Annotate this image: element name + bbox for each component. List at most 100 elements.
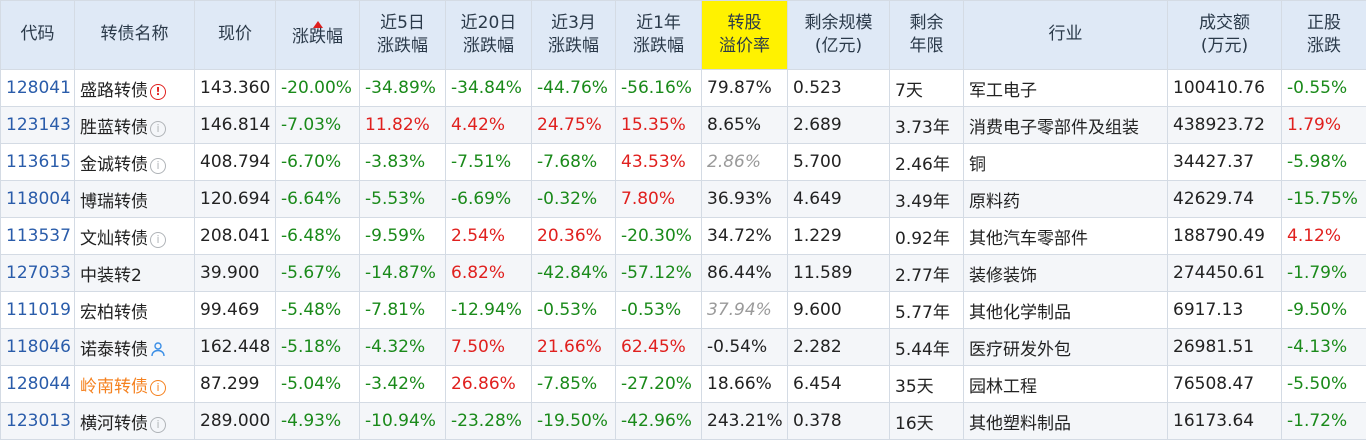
remaining-years-cell: 2.77年 <box>889 254 964 292</box>
bond-name-link-text[interactable]: 宏柏转债 <box>80 302 148 323</box>
info-icon[interactable]: i <box>150 120 166 137</box>
bond-code-link[interactable]: 113537 <box>0 217 75 255</box>
table-row[interactable]: 123013 横河转债 i 289.000 -4.93% -10.94% -23.28% -1… <box>0 402 1366 440</box>
bond-name-link[interactable]: 胜蓝转债 i <box>74 106 195 144</box>
volume-cell: 100410.76 <box>1167 69 1282 107</box>
change-5d-cell: -14.87% <box>359 254 446 292</box>
bond-name-link-text[interactable]: 胜蓝转债 <box>80 117 148 138</box>
bond-name-link[interactable]: 宏柏转债 <box>74 291 195 329</box>
column-header-label: 涨跌幅 <box>292 21 343 49</box>
table-row[interactable]: 118046 诺泰转债 162.448 -5.18% -4.32% 7.50% 21.66%… <box>0 328 1366 366</box>
column-header-years[interactable]: 剩余 年限 <box>889 0 964 70</box>
bond-code-link-text[interactable]: 127033 <box>6 263 71 283</box>
change-20d-cell: -12.94% <box>445 291 532 329</box>
column-header-industry[interactable]: 行业 <box>963 0 1168 70</box>
change-5d-cell-text: -3.83% <box>365 152 426 172</box>
bond-code-link[interactable]: 127033 <box>0 254 75 292</box>
bond-name-link[interactable]: 横河转债 i <box>74 402 195 440</box>
price-cell: 408.794 <box>194 143 276 181</box>
bond-code-link-text[interactable]: 118004 <box>6 189 71 209</box>
table-row[interactable]: 128044 岭南转债 i 87.299 -5.04% -3.42% 26.86% -7.85… <box>0 365 1366 403</box>
remaining-years-cell-text: 16天 <box>895 413 934 434</box>
remaining-scale-cell-text: 0.378 <box>793 411 842 431</box>
column-header-name[interactable]: 转债名称 <box>74 0 195 70</box>
remaining-scale-cell: 6.454 <box>787 365 890 403</box>
bond-name-link-text[interactable]: 博瑞转债 <box>80 191 148 212</box>
change-3m-cell: -44.76% <box>531 69 616 107</box>
change-5d-cell-text: -34.89% <box>365 78 436 98</box>
bond-code-link[interactable]: 123013 <box>0 402 75 440</box>
table-row[interactable]: 111019 宏柏转债 99.469 -5.48% -7.81% -12.94% -0.53… <box>0 291 1366 329</box>
column-header-chg3m[interactable]: 近3月 涨跌幅 <box>531 0 616 70</box>
table-row[interactable]: 127033 中装转2 39.900 -5.67% -14.87% 6.82% -42.84… <box>0 254 1366 292</box>
change-5d-cell-text: -9.59% <box>365 226 426 246</box>
change-1y-cell: -0.53% <box>615 291 702 329</box>
warning-icon[interactable]: ! <box>150 83 166 100</box>
bond-code-link-text[interactable]: 128044 <box>6 374 71 394</box>
bond-name-link-text[interactable]: 中装转2 <box>80 265 142 286</box>
change-1y-cell: 62.45% <box>615 328 702 366</box>
premium-rate-cell-text: 36.93% <box>707 189 772 209</box>
column-header-chg[interactable]: 涨跌幅 <box>275 0 360 70</box>
column-header-stock_chg[interactable]: 正股 涨跌 <box>1281 0 1366 70</box>
column-header-volume[interactable]: 成交额 (万元) <box>1167 0 1282 70</box>
bond-name-link[interactable]: 文灿转债 i <box>74 217 195 255</box>
bond-code-link[interactable]: 118046 <box>0 328 75 366</box>
bond-code-link-text[interactable]: 123013 <box>6 411 71 431</box>
premium-rate-cell: 86.44% <box>701 254 788 292</box>
table-row[interactable]: 128041 盛路转债! 143.360 -20.00% -34.89% -34.84% -… <box>0 69 1366 107</box>
premium-rate-cell: 34.72% <box>701 217 788 255</box>
column-header-price[interactable]: 现价 <box>194 0 276 70</box>
column-header-premium[interactable]: 转股 溢价率 <box>701 0 788 70</box>
remaining-scale-cell: 0.378 <box>787 402 890 440</box>
bond-name-link[interactable]: 岭南转债 i <box>74 365 195 403</box>
column-header-chg1y[interactable]: 近1年 涨跌幅 <box>615 0 702 70</box>
bond-name-link-text[interactable]: 文灿转债 <box>80 228 148 249</box>
table-row[interactable]: 113615 金诚转债 i 408.794 -6.70% -3.83% -7.51% -7.6… <box>0 143 1366 181</box>
bond-code-link[interactable]: 113615 <box>0 143 75 181</box>
industry-cell-text: 消费电子零部件及组装 <box>969 117 1139 138</box>
remaining-scale-cell-text: 1.229 <box>793 226 842 246</box>
bond-code-link-text[interactable]: 123143 <box>6 115 71 135</box>
bond-name-link[interactable]: 中装转2 <box>74 254 195 292</box>
change-5d-cell: -7.81% <box>359 291 446 329</box>
table-row[interactable]: 118004 博瑞转债 120.694 -6.64% -5.53% -6.69% -0.32… <box>0 180 1366 218</box>
table-row[interactable]: 113537 文灿转债 i 208.041 -6.48% -9.59% 2.54% 20.36… <box>0 217 1366 255</box>
info-icon[interactable]: i <box>150 157 166 174</box>
bond-code-link[interactable]: 118004 <box>0 180 75 218</box>
bond-name-link-text[interactable]: 岭南转债 <box>80 376 148 397</box>
change-20d-cell-text: -12.94% <box>451 300 522 320</box>
volume-cell: 76508.47 <box>1167 365 1282 403</box>
column-header-scale[interactable]: 剩余规模 (亿元) <box>787 0 890 70</box>
bond-name-link-text[interactable]: 金诚转债 <box>80 154 148 175</box>
bond-code-link[interactable]: 123143 <box>0 106 75 144</box>
bond-name-link[interactable]: 盛路转债! <box>74 69 195 107</box>
bond-name-link[interactable]: 博瑞转债 <box>74 180 195 218</box>
bond-code-link-text[interactable]: 113537 <box>6 226 71 246</box>
bond-name-link-text[interactable]: 诺泰转债 <box>80 339 148 360</box>
info-icon[interactable]: i <box>150 231 166 248</box>
remaining-scale-cell-text: 9.600 <box>793 300 842 320</box>
bond-code-link[interactable]: 111019 <box>0 291 75 329</box>
info-icon[interactable]: i <box>150 379 166 396</box>
bond-name-link-text[interactable]: 盛路转债 <box>80 80 148 101</box>
change-3m-cell: 20.36% <box>531 217 616 255</box>
column-header-chg20[interactable]: 近20日 涨跌幅 <box>445 0 532 70</box>
bond-name-link-text[interactable]: 横河转债 <box>80 413 148 434</box>
column-header-chg5[interactable]: 近5日 涨跌幅 <box>359 0 446 70</box>
change-cell-text: -6.70% <box>281 152 342 172</box>
person-icon[interactable] <box>150 341 166 357</box>
bond-code-link-text[interactable]: 128041 <box>6 78 71 98</box>
table-row[interactable]: 123143 胜蓝转债 i 146.814 -7.03% 11.82% 4.42% 24.75… <box>0 106 1366 144</box>
bond-name-link[interactable]: 诺泰转债 <box>74 328 195 366</box>
column-header-code[interactable]: 代码 <box>0 0 75 70</box>
bond-code-link-text[interactable]: 118046 <box>6 337 71 357</box>
bond-code-link[interactable]: 128044 <box>0 365 75 403</box>
bond-code-link-text[interactable]: 113615 <box>6 152 71 172</box>
bond-code-link-text[interactable]: 111019 <box>6 300 71 320</box>
bond-name-link[interactable]: 金诚转债 i <box>74 143 195 181</box>
bond-code-link[interactable]: 128041 <box>0 69 75 107</box>
change-3m-cell-text: 20.36% <box>537 226 602 246</box>
sort-up-icon[interactable] <box>312 21 323 28</box>
info-icon[interactable]: i <box>150 416 166 433</box>
